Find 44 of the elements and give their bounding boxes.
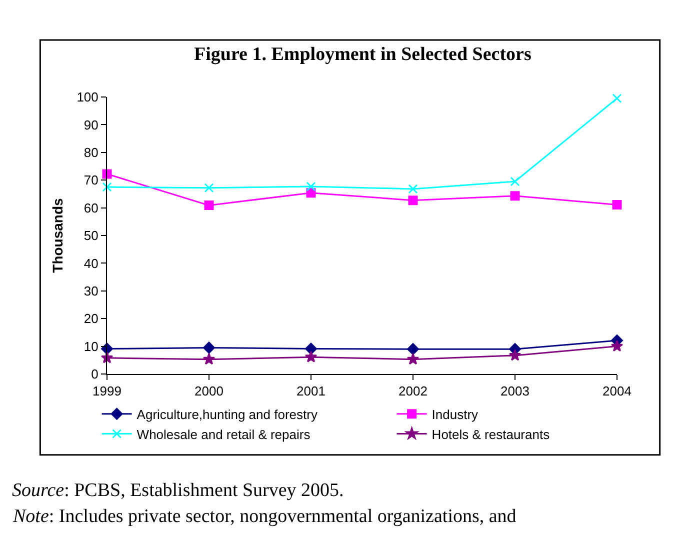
point [102,169,112,179]
point [612,94,622,104]
y-tick-label: 30 [84,283,98,298]
y-tick-label: 40 [84,256,98,271]
point [306,182,316,192]
point [304,350,318,362]
x-tick-label: 1999 [92,384,122,399]
y-tick-label: 0 [91,366,98,382]
y-tick-label: 60 [84,200,98,216]
point [305,342,317,355]
x-tick-label: 2004 [602,384,632,399]
y-tick-label: 80 [84,144,98,160]
point [204,183,214,193]
x-tick-label: 2000 [194,384,224,399]
point [203,342,215,354]
legend-label: Hotels & restaurants [432,426,550,442]
legend-label: Wholesale and retail & repairs [136,426,311,442]
point [510,191,520,201]
y-axis-title: Thousands [49,198,66,273]
chart-title: Figure 1. Employment in Selected Sectors [194,44,532,65]
point [406,352,420,365]
point [610,340,624,352]
x-tick-label: 2001 [296,384,326,399]
source-note: Source: PCBS, Establishment Survey 2005. [12,480,344,501]
point [510,176,520,186]
y-tick-label: 90 [84,117,98,132]
legend-label: Industry [432,406,479,422]
point [508,349,522,361]
x-tick-label: 2003 [500,384,530,399]
point [408,184,418,194]
point [202,352,216,365]
y-tick-label: 100 [76,90,98,105]
y-tick-label: 10 [84,338,98,354]
point [612,200,622,210]
point [408,196,418,206]
point [102,182,112,192]
y-tick-label: 20 [84,311,98,326]
x-tick-label: 2002 [398,384,428,399]
point [204,200,214,210]
legend-label: Agriculture,hunting and forestry [136,406,318,422]
y-tick-label: 70 [84,172,98,188]
y-tick-label: 50 [84,228,98,244]
point [407,343,419,356]
text: Note: Includes private sector, nongovernmental organizations, and [12,506,517,527]
